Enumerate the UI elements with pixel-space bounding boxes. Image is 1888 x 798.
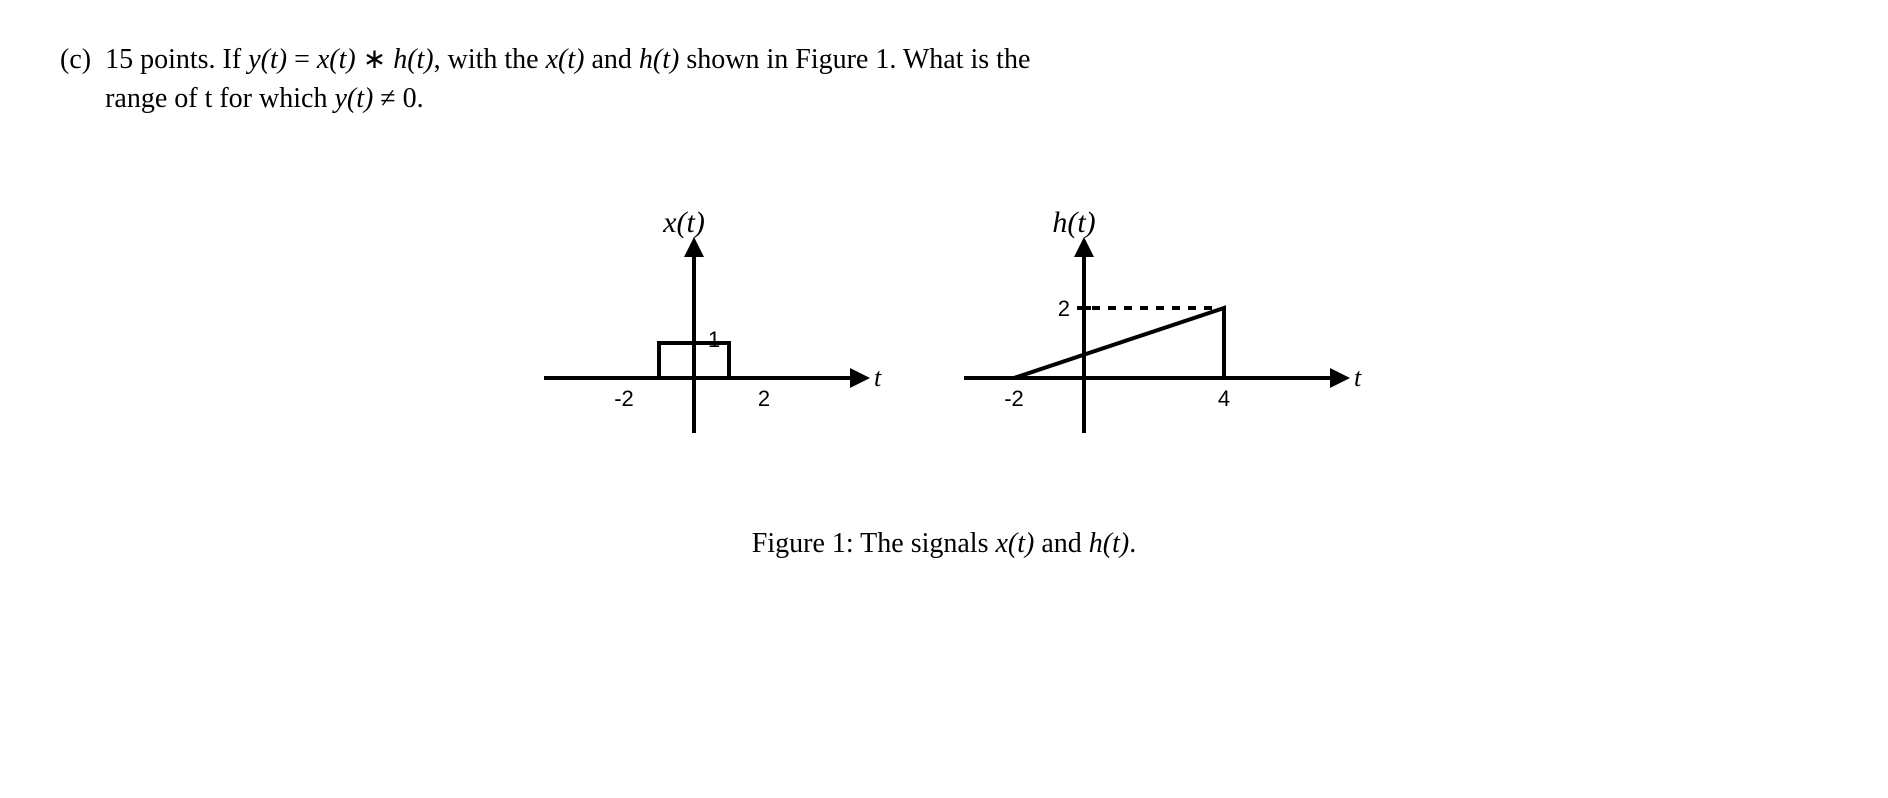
svg-text:2: 2 xyxy=(758,386,770,411)
part-label: (c) xyxy=(60,40,91,79)
eq-eq: = xyxy=(287,44,317,75)
cap-and: and xyxy=(1034,528,1088,559)
eq-h: h(t) xyxy=(393,44,433,75)
svg-text:-2: -2 xyxy=(1004,386,1024,411)
cap-x: x(t) xyxy=(995,528,1034,559)
svg-text:4: 4 xyxy=(1218,386,1230,411)
svg-text:x(t): x(t) xyxy=(662,208,705,239)
figure-h: h(t) t -2 4 2 xyxy=(944,208,1384,468)
cap-prefix: Figure 1: The signals xyxy=(752,528,996,559)
s2-a: range of t for which xyxy=(105,83,334,114)
problem-statement: (c) 15 points. If y(t) = x(t) ∗ h(t), wi… xyxy=(60,40,1820,118)
cap-end: . xyxy=(1129,528,1136,559)
svg-text:t: t xyxy=(874,363,882,392)
eq-x: x(t) xyxy=(317,44,356,75)
neq: ≠ xyxy=(373,83,402,114)
cap-h: h(t) xyxy=(1089,528,1129,559)
s1-end: shown in Figure 1. What is the xyxy=(679,44,1030,75)
zero: 0. xyxy=(403,83,424,114)
s1-prefix: If xyxy=(223,44,249,75)
eq-conv: ∗ xyxy=(356,44,393,75)
svg-text:t: t xyxy=(1354,363,1362,392)
svg-text:h(t): h(t) xyxy=(1052,208,1095,239)
figures-row: x(t) t -2 2 1 h(t) t -2 4 2 xyxy=(60,208,1828,468)
eq-lhs: y(t) xyxy=(248,44,287,75)
figure-caption: Figure 1: The signals x(t) and h(t). xyxy=(60,528,1828,560)
y-of-t: y(t) xyxy=(334,83,373,114)
svg-text:-2: -2 xyxy=(614,386,634,411)
svg-text:2: 2 xyxy=(1058,296,1070,321)
s1-and: and xyxy=(584,44,638,75)
figure-x: x(t) t -2 2 1 xyxy=(504,208,904,468)
s1-mid: , with the xyxy=(434,44,546,75)
h-of-t: h(t) xyxy=(639,44,679,75)
points: 15 points. xyxy=(105,44,215,75)
svg-text:1: 1 xyxy=(708,327,720,352)
problem-text: 15 points. If y(t) = x(t) ∗ h(t), with t… xyxy=(105,40,1820,118)
x-of-t: x(t) xyxy=(546,44,585,75)
